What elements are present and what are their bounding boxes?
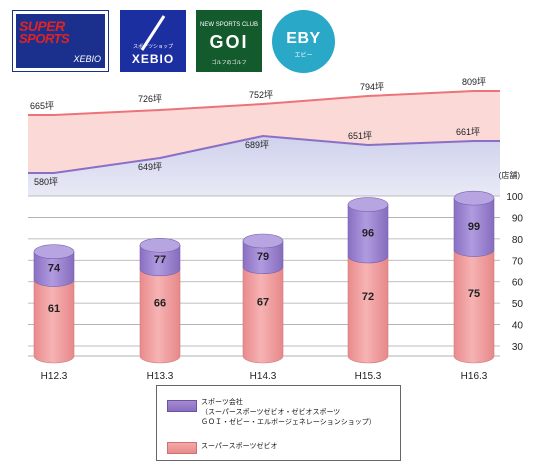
x-tick-label: H13.3 xyxy=(147,371,174,382)
floor-area-label-super-sports: 651坪 xyxy=(348,131,372,141)
y-tick-label: 40 xyxy=(512,321,524,332)
xebio-logo-text: XEBIO xyxy=(131,52,175,66)
bar-super-sports xyxy=(33,279,75,364)
legend-label-sports-company: スポーツ会社 xyxy=(201,399,243,406)
legend-label-sports-company-detail-1: （スーパースポーツゼビオ・ゼビオスポーツ xyxy=(201,409,341,416)
bar-group xyxy=(33,190,495,364)
y-tick-label: 90 xyxy=(512,213,524,224)
y-tick-label: 70 xyxy=(512,256,524,267)
super-sports-logo-word-1: SUPER xyxy=(19,18,65,34)
floor-area-label-total: 665坪 xyxy=(30,101,54,111)
x-tick-label: H14.3 xyxy=(250,371,277,382)
bar-sports-company xyxy=(347,204,389,264)
super-sports-logo-word-3: XEBIO xyxy=(16,50,105,68)
goi-logo: NEW SPORTS CLUB GOI ゴルフのゴルフ xyxy=(196,10,262,72)
x-tick-label: H12.3 xyxy=(41,371,68,382)
eby-logo-sub: エビー xyxy=(294,53,313,59)
y-axis-label: (店舗) xyxy=(499,170,521,180)
goi-logo-sub-2: ゴルフのゴルフ xyxy=(211,60,247,66)
bar-stack xyxy=(242,233,284,364)
y-tick-label: 80 xyxy=(512,235,524,246)
legend-label-super-sports: スーパースポーツゼビオ xyxy=(201,443,278,450)
data-label-super-sports: 72 xyxy=(362,291,374,303)
bar-super-sports xyxy=(347,255,389,364)
bar-sports-company xyxy=(33,251,75,287)
data-label-sports-company: 74 xyxy=(48,263,61,275)
data-label-sports-company: 79 xyxy=(257,251,269,263)
data-label-sports-company: 99 xyxy=(468,221,480,233)
floor-area-label-super-sports: 661坪 xyxy=(456,127,480,137)
bar-top-cap xyxy=(242,233,284,249)
xebio-logo-sub: スポーツショップ xyxy=(133,44,173,50)
y-tick-label: 100 xyxy=(506,192,523,203)
bar-sports-company xyxy=(139,244,181,277)
goi-logo-text: GOI xyxy=(209,32,249,52)
chart-labels: 665坪 580坪 726坪 649坪 752坪 689坪 794坪 651坪 809坪 661坪… xyxy=(30,77,523,382)
data-label-super-sports: 61 xyxy=(48,303,60,315)
super-sports-logo: SUPER SPORTS XEBIO xyxy=(12,10,109,72)
floor-area-line-total xyxy=(28,90,500,116)
bar-super-sports xyxy=(242,266,284,364)
bar-top-cap xyxy=(33,244,75,260)
floor-area-label-super-sports: 689坪 xyxy=(245,140,269,150)
bar-super-sports xyxy=(453,249,495,364)
bar-stack xyxy=(453,190,495,364)
eby-logo-text: EBY xyxy=(286,30,321,47)
data-label-super-sports: 75 xyxy=(468,288,480,300)
xebio-logo-mark xyxy=(140,15,166,51)
floor-area-label-total: 794坪 xyxy=(360,82,384,92)
floor-area-label-total: 726坪 xyxy=(138,94,162,104)
bar-sports-company xyxy=(453,197,495,257)
legend-swatch-super-sports xyxy=(167,442,197,454)
floor-area-line-super-sports xyxy=(28,134,500,174)
bar-stack xyxy=(33,244,75,364)
legend-label-sports-company-detail-2: ＧＯＩ・ゼビー・エルボージェネレーションショップ） xyxy=(201,419,376,426)
bar-stack xyxy=(347,197,389,364)
y-tick-label: 30 xyxy=(512,342,524,353)
floor-area-label-total: 809坪 xyxy=(462,77,486,87)
eby-logo: EBY エビー xyxy=(272,10,335,73)
data-label-sports-company: 96 xyxy=(362,227,374,239)
data-label-super-sports: 67 xyxy=(257,296,269,308)
y-tick-label: 50 xyxy=(512,299,524,310)
bar-sports-company xyxy=(242,240,284,274)
data-label-super-sports: 66 xyxy=(154,297,166,309)
floor-area-label-super-sports: 580坪 xyxy=(34,177,58,187)
floor-area-bands xyxy=(28,90,500,196)
x-tick-label: H16.3 xyxy=(461,371,488,382)
bar-top-cap xyxy=(347,197,389,212)
bar-stack xyxy=(139,237,181,364)
floor-area-band-super-sports xyxy=(28,136,500,196)
goi-logo-sub: NEW SPORTS CLUB xyxy=(200,22,258,28)
x-tick-label: H15.3 xyxy=(355,371,382,382)
super-sports-logo-band xyxy=(16,14,105,50)
bar-super-sports xyxy=(139,268,181,364)
xebio-logo: スポーツショップ XEBIO xyxy=(120,10,186,72)
store-count-chart: 665坪 580坪 726坪 649坪 752坪 689坪 794坪 651坪 809坪 661坪… xyxy=(28,77,523,382)
floor-area-label-super-sports: 649坪 xyxy=(138,162,162,172)
floor-area-label-total: 752坪 xyxy=(249,90,273,100)
logo-row: SUPER SPORTS XEBIO スポーツショップ XEBIO NEW SP… xyxy=(0,0,535,80)
legend-swatch-sports-company xyxy=(167,400,197,412)
y-tick-label: 60 xyxy=(512,278,524,289)
bar-top-cap xyxy=(453,190,495,206)
chart-legend: スポーツ会社 （スーパースポーツゼビオ・ゼビオスポーツ ＧＯＩ・ゼビー・エルボー… xyxy=(156,385,401,461)
bar-top-cap xyxy=(139,237,181,253)
super-sports-logo-word-2: SPORTS xyxy=(19,31,70,46)
data-label-sports-company: 77 xyxy=(154,254,166,266)
